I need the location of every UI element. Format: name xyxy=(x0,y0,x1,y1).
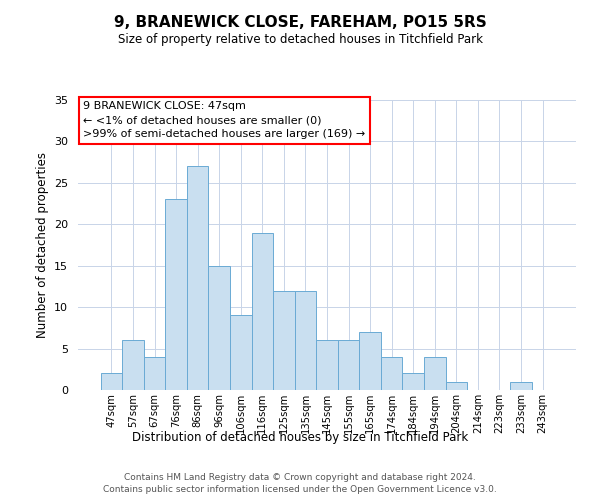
Text: Distribution of detached houses by size in Titchfield Park: Distribution of detached houses by size … xyxy=(132,431,468,444)
Bar xyxy=(403,374,424,390)
Text: Contains HM Land Registry data © Crown copyright and database right 2024.: Contains HM Land Registry data © Crown c… xyxy=(124,473,476,482)
Bar xyxy=(446,382,467,390)
Bar xyxy=(208,266,230,390)
Bar xyxy=(273,290,295,390)
Bar xyxy=(510,382,532,390)
Bar xyxy=(230,316,251,390)
Bar xyxy=(122,340,144,390)
Bar xyxy=(144,357,166,390)
Bar xyxy=(316,340,338,390)
Bar xyxy=(101,374,122,390)
Y-axis label: Number of detached properties: Number of detached properties xyxy=(35,152,49,338)
Text: 9 BRANEWICK CLOSE: 47sqm
← <1% of detached houses are smaller (0)
>99% of semi-d: 9 BRANEWICK CLOSE: 47sqm ← <1% of detach… xyxy=(83,102,365,140)
Text: 9, BRANEWICK CLOSE, FAREHAM, PO15 5RS: 9, BRANEWICK CLOSE, FAREHAM, PO15 5RS xyxy=(113,15,487,30)
Bar xyxy=(295,290,316,390)
Bar xyxy=(359,332,381,390)
Bar xyxy=(424,357,446,390)
Bar xyxy=(166,200,187,390)
Text: Contains public sector information licensed under the Open Government Licence v3: Contains public sector information licen… xyxy=(103,484,497,494)
Bar xyxy=(187,166,208,390)
Bar xyxy=(251,232,273,390)
Text: Size of property relative to detached houses in Titchfield Park: Size of property relative to detached ho… xyxy=(118,32,482,46)
Bar xyxy=(381,357,403,390)
Bar xyxy=(338,340,359,390)
